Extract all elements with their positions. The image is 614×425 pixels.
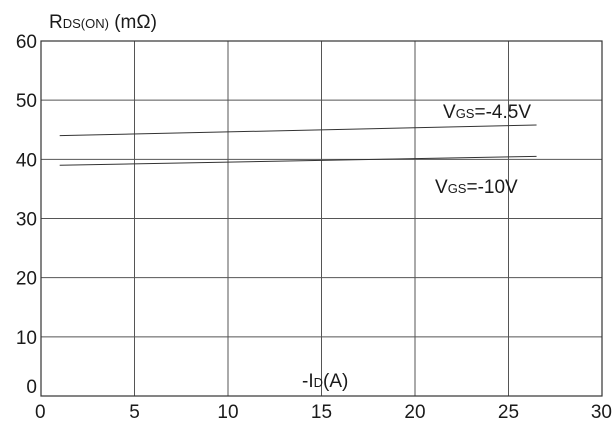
tick-labels: 0 5 10 15 20 25 30 0 10 20 30 40 50 60 [16,32,612,423]
y-tick-label: 0 [26,377,37,398]
series-line-vgs-10v [59,155,537,166]
y-tick-label: 50 [16,91,37,112]
x-axis-label: -ID(A) [302,371,348,392]
grid [40,40,603,397]
x-tick-label: 5 [129,402,140,423]
y-tick-label: 40 [16,150,37,171]
y-tick-label: 60 [16,32,37,53]
x-tick-label: 20 [404,402,425,423]
y-axis-label: RDS(ON) (mΩ) [49,12,157,33]
x-tick-label: 15 [311,402,332,423]
x-tick-label: 30 [591,402,612,423]
x-tick-label: 0 [35,402,46,423]
series-label-vgs-4-5v: VGS=-4.5V [443,102,531,123]
series-label-vgs-10v: VGS=-10V [435,177,518,198]
y-tick-label: 10 [16,328,37,349]
plot-frame [40,40,603,397]
y-tick-label: 20 [16,269,37,290]
y-tick-label: 30 [16,210,37,231]
series-line-vgs-4-5v [59,124,537,137]
series-lines [59,124,537,166]
x-tick-label: 25 [498,402,519,423]
x-tick-label: 10 [217,402,238,423]
axis-and-legend-labels: RDS(ON) (mΩ) -ID(A) VGS=-4.5V VGS=-10V [49,12,531,392]
